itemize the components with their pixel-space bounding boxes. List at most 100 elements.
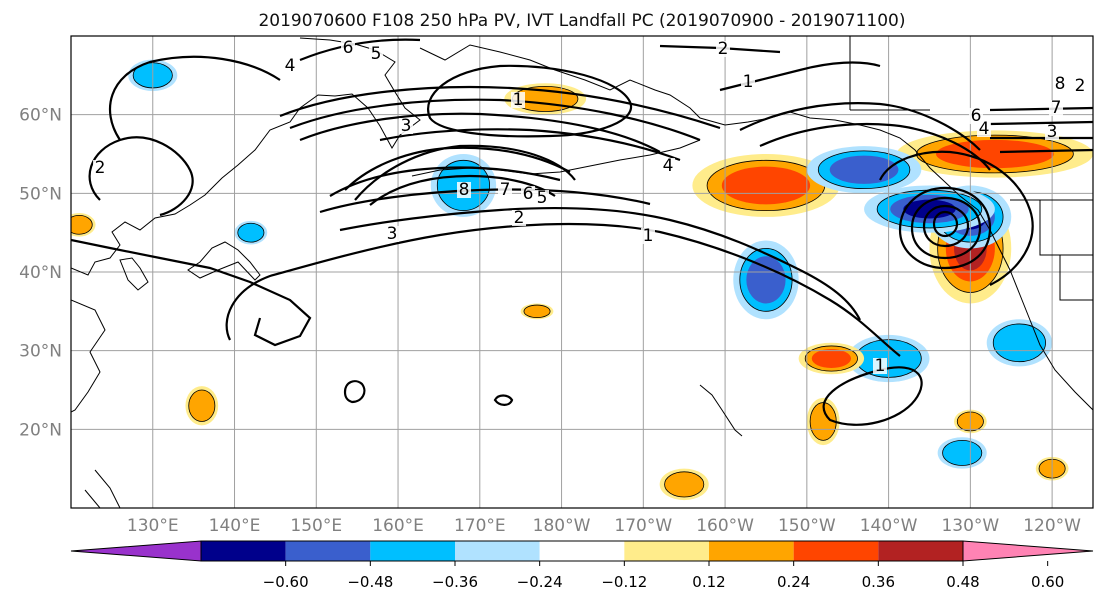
colorbar-tick-label: −0.24 — [517, 573, 563, 591]
x-tick-label: 120°W — [1023, 516, 1081, 536]
colorbar-segment — [370, 541, 455, 561]
x-tick-label: 160°E — [372, 516, 424, 536]
pv-contour-13 — [427, 64, 633, 138]
x-tick-label: 130°W — [941, 516, 999, 536]
pv-contour-14 — [299, 38, 421, 62]
contour-label: 6 — [523, 184, 534, 204]
contour-label-bg — [385, 226, 399, 242]
contour-label: 6 — [971, 106, 982, 126]
contour-label: 5 — [371, 44, 382, 64]
pv-contour-27 — [822, 366, 923, 426]
contour-label-bg — [341, 40, 355, 56]
coastlines — [71, 36, 1093, 508]
pv-contour-18 — [719, 61, 881, 92]
pv-contour-4 — [319, 188, 651, 214]
map-frame — [70, 35, 1094, 509]
contour-label: 7 — [500, 180, 511, 200]
x-tick-label: 140°E — [209, 516, 261, 536]
contour-label: 4 — [663, 156, 674, 176]
pv-contour-20 — [759, 122, 991, 171]
contour-label-bg — [741, 74, 755, 90]
colorbar-tick-label: 0.48 — [946, 573, 979, 591]
colorbar-frame — [200, 540, 964, 562]
contour-label-bg — [399, 118, 413, 134]
colorbar-segment — [709, 541, 794, 561]
x-tick-label: 170°W — [614, 516, 672, 536]
coastline-alaska — [419, 44, 1093, 411]
colorbar-tick-label: −0.48 — [347, 573, 393, 591]
contour-label-bg — [369, 46, 383, 62]
coastline-canada — [849, 36, 1093, 301]
contour-label: 3 — [387, 224, 398, 244]
y-tick-label: 40°N — [19, 263, 62, 283]
pv-contour-10 — [289, 98, 701, 142]
shaded-region — [936, 139, 1054, 169]
x-tick-label: 160°W — [696, 516, 754, 536]
pv-contour-21 — [898, 186, 992, 270]
contour-label-bg — [641, 228, 655, 244]
shaded-region — [188, 389, 216, 422]
x-tick-label: 130°E — [127, 516, 179, 536]
colorbar-tick-label: 0.60 — [1031, 573, 1064, 591]
contour-label-bg — [1049, 100, 1063, 116]
contour-label: 8 — [459, 180, 470, 200]
pv-contour-23 — [922, 204, 970, 248]
colorbar-extend-high — [962, 540, 1094, 562]
colorbar — [70, 540, 1094, 562]
colorbar-segment — [624, 541, 709, 561]
pv-contour-5 — [329, 166, 561, 197]
contour-label: 3 — [401, 116, 412, 136]
x-tick-label: 140°W — [860, 516, 918, 536]
colorbar-segment — [539, 541, 625, 561]
shaded-region — [746, 256, 786, 304]
contour-label-bg — [535, 190, 549, 206]
colorbar-tick-label: 0.12 — [692, 573, 725, 591]
contour-label: 7 — [1051, 98, 1062, 118]
coastline-korea — [119, 257, 149, 291]
colorbar-ticks: −0.60 −0.48 −0.36 −0.24 −0.12 0.12 0.24 0.36 0.4… — [263, 561, 1064, 591]
colorbar-segment — [285, 541, 371, 561]
pv-contour-22 — [910, 196, 982, 260]
shaded-region — [992, 323, 1046, 363]
colorbar-segment — [793, 541, 879, 561]
contour-label-bg — [283, 58, 297, 74]
contour-label-bg — [716, 41, 730, 57]
pv-contour-24 — [932, 210, 959, 238]
contour-label: 1 — [513, 90, 524, 110]
coastline-china — [71, 299, 106, 413]
contour-label-bg — [93, 160, 107, 176]
contour-label: 2 — [1075, 76, 1086, 96]
pv-contour-16 — [108, 55, 281, 141]
pv-contour-11 — [279, 85, 721, 130]
colorbar-extend-low — [70, 540, 202, 562]
contour-label: 2 — [514, 208, 525, 228]
contour-label: 1 — [643, 226, 654, 246]
pv-contour-9 — [299, 112, 661, 153]
shaded-region — [71, 214, 93, 235]
contour-label: 4 — [979, 119, 990, 139]
pv-contour-3 — [339, 207, 861, 321]
colorbar-tick-label: 0.36 — [862, 573, 895, 591]
pv-contour-28 — [343, 380, 366, 404]
coastline-japan — [187, 241, 261, 281]
pv-contour-8 — [369, 174, 556, 206]
colorbar-segment — [201, 541, 286, 561]
contour-label-bg — [511, 92, 525, 108]
coastline-asia — [71, 37, 421, 276]
coastline-hawaii — [699, 384, 743, 437]
contour-label: 2 — [718, 39, 729, 59]
contour-label-bg — [457, 182, 471, 198]
pv-contour-2 — [225, 222, 901, 357]
pv-contour-25 — [879, 150, 1034, 286]
contour-label-bg — [873, 358, 887, 374]
x-tick-label: 150°W — [778, 516, 836, 536]
y-tick-label: 20°N — [19, 420, 62, 440]
pv-contour-19 — [739, 102, 981, 151]
shaded-region — [942, 439, 983, 466]
x-ticks: 130°E 140°E 150°E 160°E 170°E 180°W 170°W 160°W… — [127, 516, 1081, 536]
contour-label-bg — [1053, 76, 1067, 92]
contour-label-bg — [977, 121, 991, 137]
